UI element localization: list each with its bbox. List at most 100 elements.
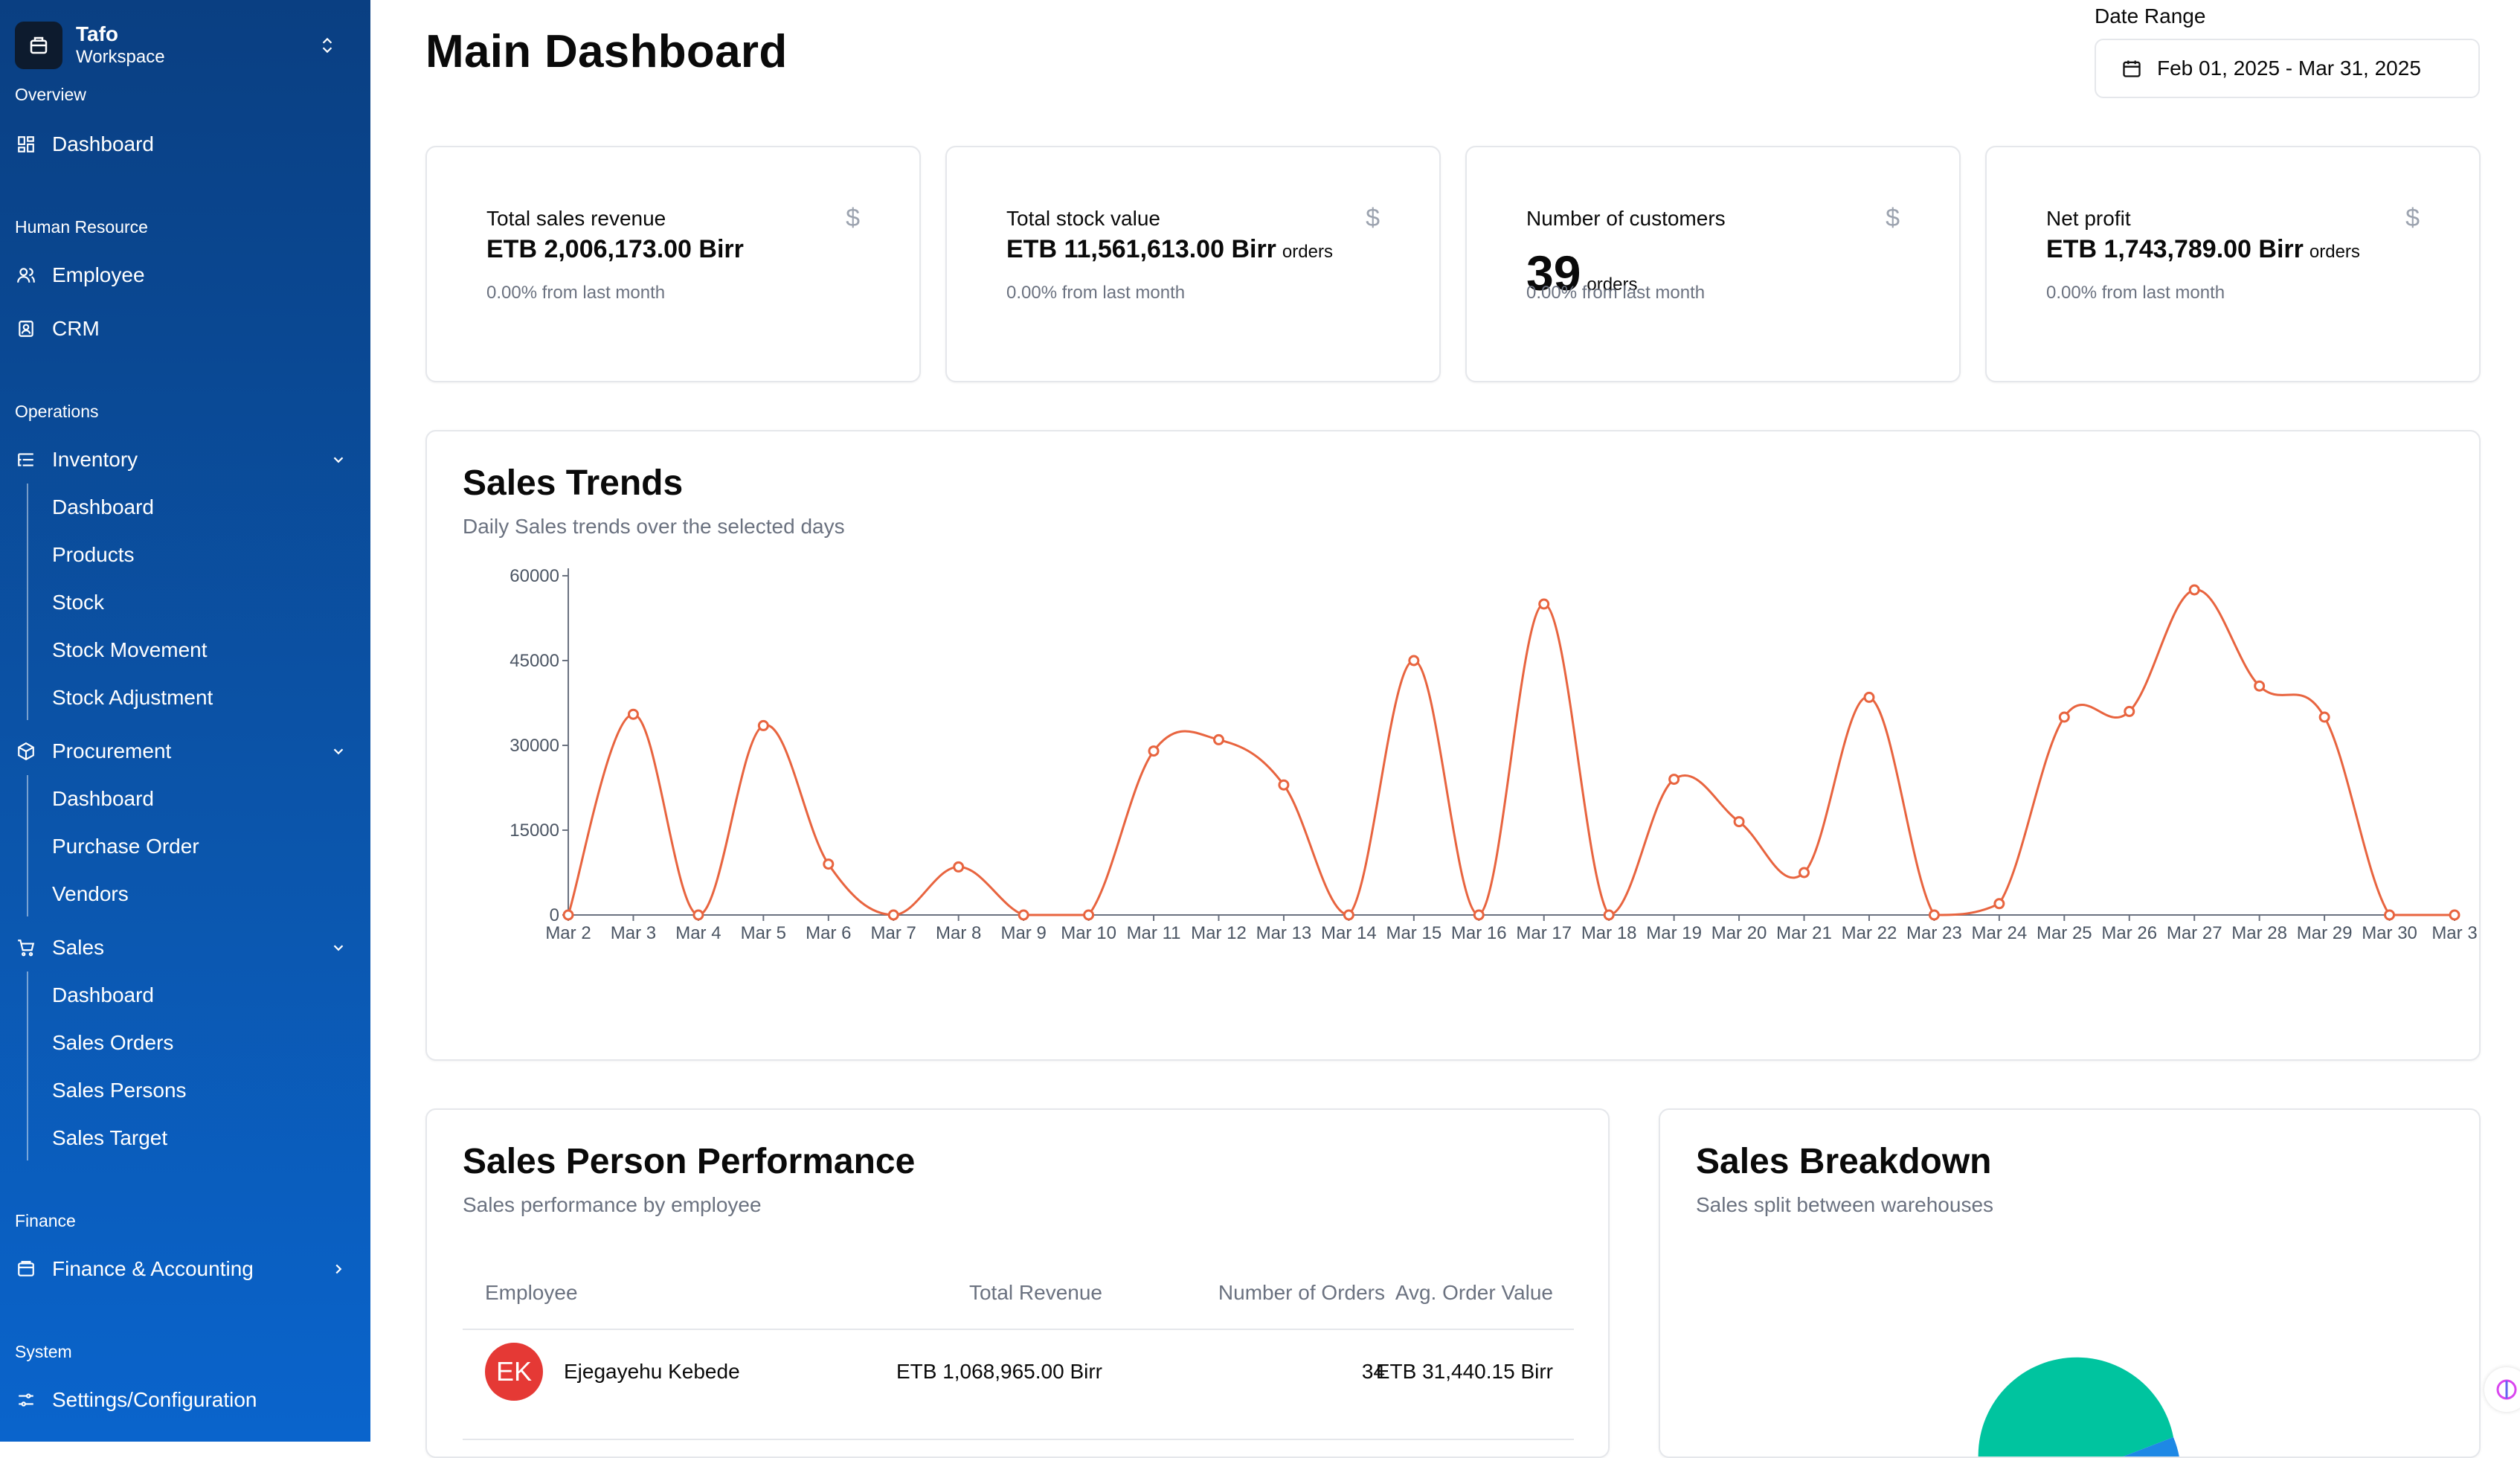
stat-value: ETB 1,743,789.00 Birr orders <box>2046 235 2360 264</box>
y-tick-label: 60000 <box>510 566 559 586</box>
stat-title: Number of customers <box>1526 207 1726 230</box>
sidebar-item-procurement[interactable]: Procurement <box>15 732 350 771</box>
data-point[interactable] <box>1928 909 1940 921</box>
data-point[interactable] <box>887 909 899 921</box>
data-point[interactable] <box>2124 705 2135 717</box>
stat-value: 39 orders <box>1526 248 1637 298</box>
data-point[interactable] <box>562 909 574 921</box>
y-tick-label: 30000 <box>510 736 559 756</box>
sidebar-subitem-sales-dashboard[interactable]: Dashboard <box>52 983 154 1006</box>
sidebar-subitem-sales-target[interactable]: Sales Target <box>52 1126 168 1149</box>
data-point[interactable] <box>1799 867 1810 879</box>
sales-breakdown-pie-chart[interactable] <box>1958 1355 2196 1458</box>
sidebar-subitem-inventory-dashboard[interactable]: Dashboard <box>52 495 154 518</box>
sidebar: Tafo Workspace Overview Dashboard Human … <box>0 0 370 1442</box>
x-tick-label: Mar 24 <box>1972 923 2028 943</box>
data-point[interactable] <box>1212 733 1224 745</box>
sidebar-item-settings[interactable]: Settings/Configuration <box>15 1381 350 1419</box>
x-tick-label: Mar 29 <box>2297 923 2353 943</box>
sidebar-item-finance-accounting[interactable]: Finance & Accounting <box>15 1250 350 1288</box>
x-tick-label: Mar 21 <box>1776 923 1832 943</box>
data-point[interactable] <box>1473 909 1485 921</box>
column-header-employee[interactable]: Employee <box>485 1281 578 1304</box>
data-point[interactable] <box>1733 816 1745 828</box>
dollar-icon: $ <box>1886 204 1900 232</box>
sidebar-item-inventory[interactable]: Inventory <box>15 440 350 479</box>
stat-unit: orders <box>1587 274 1638 295</box>
data-point[interactable] <box>1863 691 1875 703</box>
x-tick-label: Mar 30 <box>2362 923 2417 943</box>
date-range-picker[interactable]: Feb 01, 2025 - Mar 31, 2025 <box>2095 39 2480 98</box>
data-point[interactable] <box>2318 711 2330 723</box>
chevron-down-icon <box>327 449 350 471</box>
x-tick-label: Mar 15 <box>1386 923 1441 943</box>
chevron-down-icon <box>327 937 350 959</box>
sidebar-subitem-sales-orders[interactable]: Sales Orders <box>52 1031 174 1054</box>
column-header-number-of-orders[interactable]: Number of Orders <box>1218 1281 1385 1304</box>
x-tick-label: Mar 18 <box>1581 923 1637 943</box>
stat-change: 0.00% from last month <box>1526 283 1706 303</box>
stat-value: ETB 2,006,173.00 Birr <box>486 235 750 264</box>
sidebar-item-dashboard[interactable]: Dashboard <box>15 125 350 164</box>
sidebar-subitem-stock[interactable]: Stock <box>52 591 105 614</box>
data-point[interactable] <box>1603 909 1615 921</box>
sidebar-subitem-sales-persons[interactable]: Sales Persons <box>52 1079 187 1102</box>
x-tick-label: Mar 9 <box>1000 923 1046 943</box>
sales-trend-line <box>567 588 2455 916</box>
data-point[interactable] <box>2254 680 2266 692</box>
section-label-human-resource: Human Resource <box>15 217 148 237</box>
data-point[interactable] <box>1343 909 1354 921</box>
data-point[interactable] <box>1083 909 1095 921</box>
stat-unit: orders <box>2309 242 2360 262</box>
data-point[interactable] <box>1278 779 1290 791</box>
sales-person-performance-card: Sales Person Performance Sales performan… <box>425 1108 1610 1458</box>
data-point[interactable] <box>2449 909 2460 921</box>
x-tick-label: Mar 8 <box>936 923 981 943</box>
data-point[interactable] <box>692 909 704 921</box>
data-point[interactable] <box>2188 584 2200 596</box>
calendar-icon <box>2121 57 2144 80</box>
package-icon <box>15 740 37 762</box>
dollar-icon: $ <box>2405 204 2420 232</box>
sales-trends-chart[interactable]: 0 15000 30000 45000 60000 Mar 2 Mar 3 Mar 4 Mar … <box>427 558 2479 1034</box>
workspace-name: Tafo <box>76 22 119 45</box>
wallet-icon <box>15 1258 37 1280</box>
sidebar-item-label: Finance & Accounting <box>52 1257 254 1280</box>
column-header-avg-order-value[interactable]: Avg. Order Value <box>1395 1281 1553 1304</box>
sidebar-item-sales[interactable]: Sales <box>15 928 350 967</box>
sidebar-item-crm[interactable]: CRM <box>15 309 350 348</box>
submenu-guide-line <box>27 775 28 916</box>
data-point[interactable] <box>2058 711 2070 723</box>
data-point[interactable] <box>757 719 769 731</box>
stat-title: Total sales revenue <box>486 207 666 230</box>
sidebar-item-employee[interactable]: Employee <box>15 256 350 295</box>
data-point[interactable] <box>823 858 835 870</box>
data-point[interactable] <box>1668 774 1680 786</box>
data-point[interactable] <box>1538 598 1550 610</box>
sidebar-item-label: Employee <box>52 263 145 286</box>
table-cell-revenue: ETB 1,068,965.00 Birr <box>896 1360 1102 1383</box>
column-header-total-revenue[interactable]: Total Revenue <box>968 1281 1102 1304</box>
data-point[interactable] <box>2384 909 2396 921</box>
users-icon <box>15 264 37 286</box>
data-point[interactable] <box>1408 655 1420 667</box>
sidebar-subitem-stock-adjustment[interactable]: Stock Adjustment <box>52 686 213 709</box>
data-point[interactable] <box>1148 745 1160 757</box>
data-point[interactable] <box>953 861 965 873</box>
stat-card-total-sales-revenue: Total sales revenue $ ETB 2,006,173.00 B… <box>425 146 921 382</box>
sidebar-subitem-procurement-dashboard[interactable]: Dashboard <box>52 787 154 810</box>
sidebar-subitem-purchase-order[interactable]: Purchase Order <box>52 835 199 858</box>
data-point[interactable] <box>627 708 639 720</box>
data-point[interactable] <box>1993 898 2005 910</box>
x-tick-label: Mar 28 <box>2231 923 2287 943</box>
sidebar-subitem-products[interactable]: Products <box>52 543 135 566</box>
grid-icon <box>15 133 37 155</box>
settings-sliders-icon <box>15 1389 37 1411</box>
workspace-switcher[interactable]: Tafo Workspace <box>15 19 342 71</box>
stat-card-number-of-customers: Number of customers $ 39 orders 0.00% fr… <box>1465 146 1961 382</box>
data-point[interactable] <box>1018 909 1029 921</box>
sidebar-subitem-stock-movement[interactable]: Stock Movement <box>52 638 208 661</box>
sales-trends-description: Daily Sales trends over the selected day… <box>463 515 845 538</box>
assistant-brain-button[interactable] <box>2484 1367 2520 1412</box>
sidebar-subitem-vendors[interactable]: Vendors <box>52 882 129 905</box>
